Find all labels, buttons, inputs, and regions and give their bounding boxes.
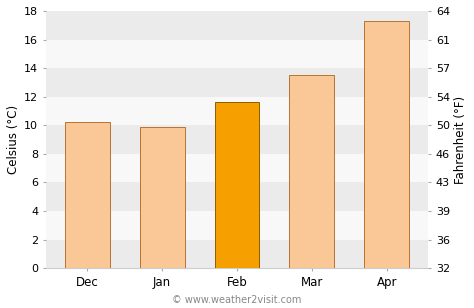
- Bar: [215, 102, 259, 268]
- Bar: [46, 11, 428, 39]
- Y-axis label: Celsius (°C): Celsius (°C): [7, 105, 20, 174]
- Bar: [46, 211, 428, 240]
- Bar: [46, 240, 428, 268]
- Y-axis label: Fahrenheit (°F): Fahrenheit (°F): [454, 95, 467, 184]
- Bar: [290, 75, 335, 268]
- Bar: [64, 122, 109, 268]
- Bar: [46, 125, 428, 154]
- Bar: [139, 127, 184, 268]
- Bar: [46, 97, 428, 125]
- Bar: [46, 182, 428, 211]
- Text: © www.weather2visit.com: © www.weather2visit.com: [173, 295, 301, 305]
- Bar: [46, 39, 428, 68]
- Bar: [46, 154, 428, 182]
- Bar: [365, 21, 410, 268]
- Bar: [46, 68, 428, 97]
